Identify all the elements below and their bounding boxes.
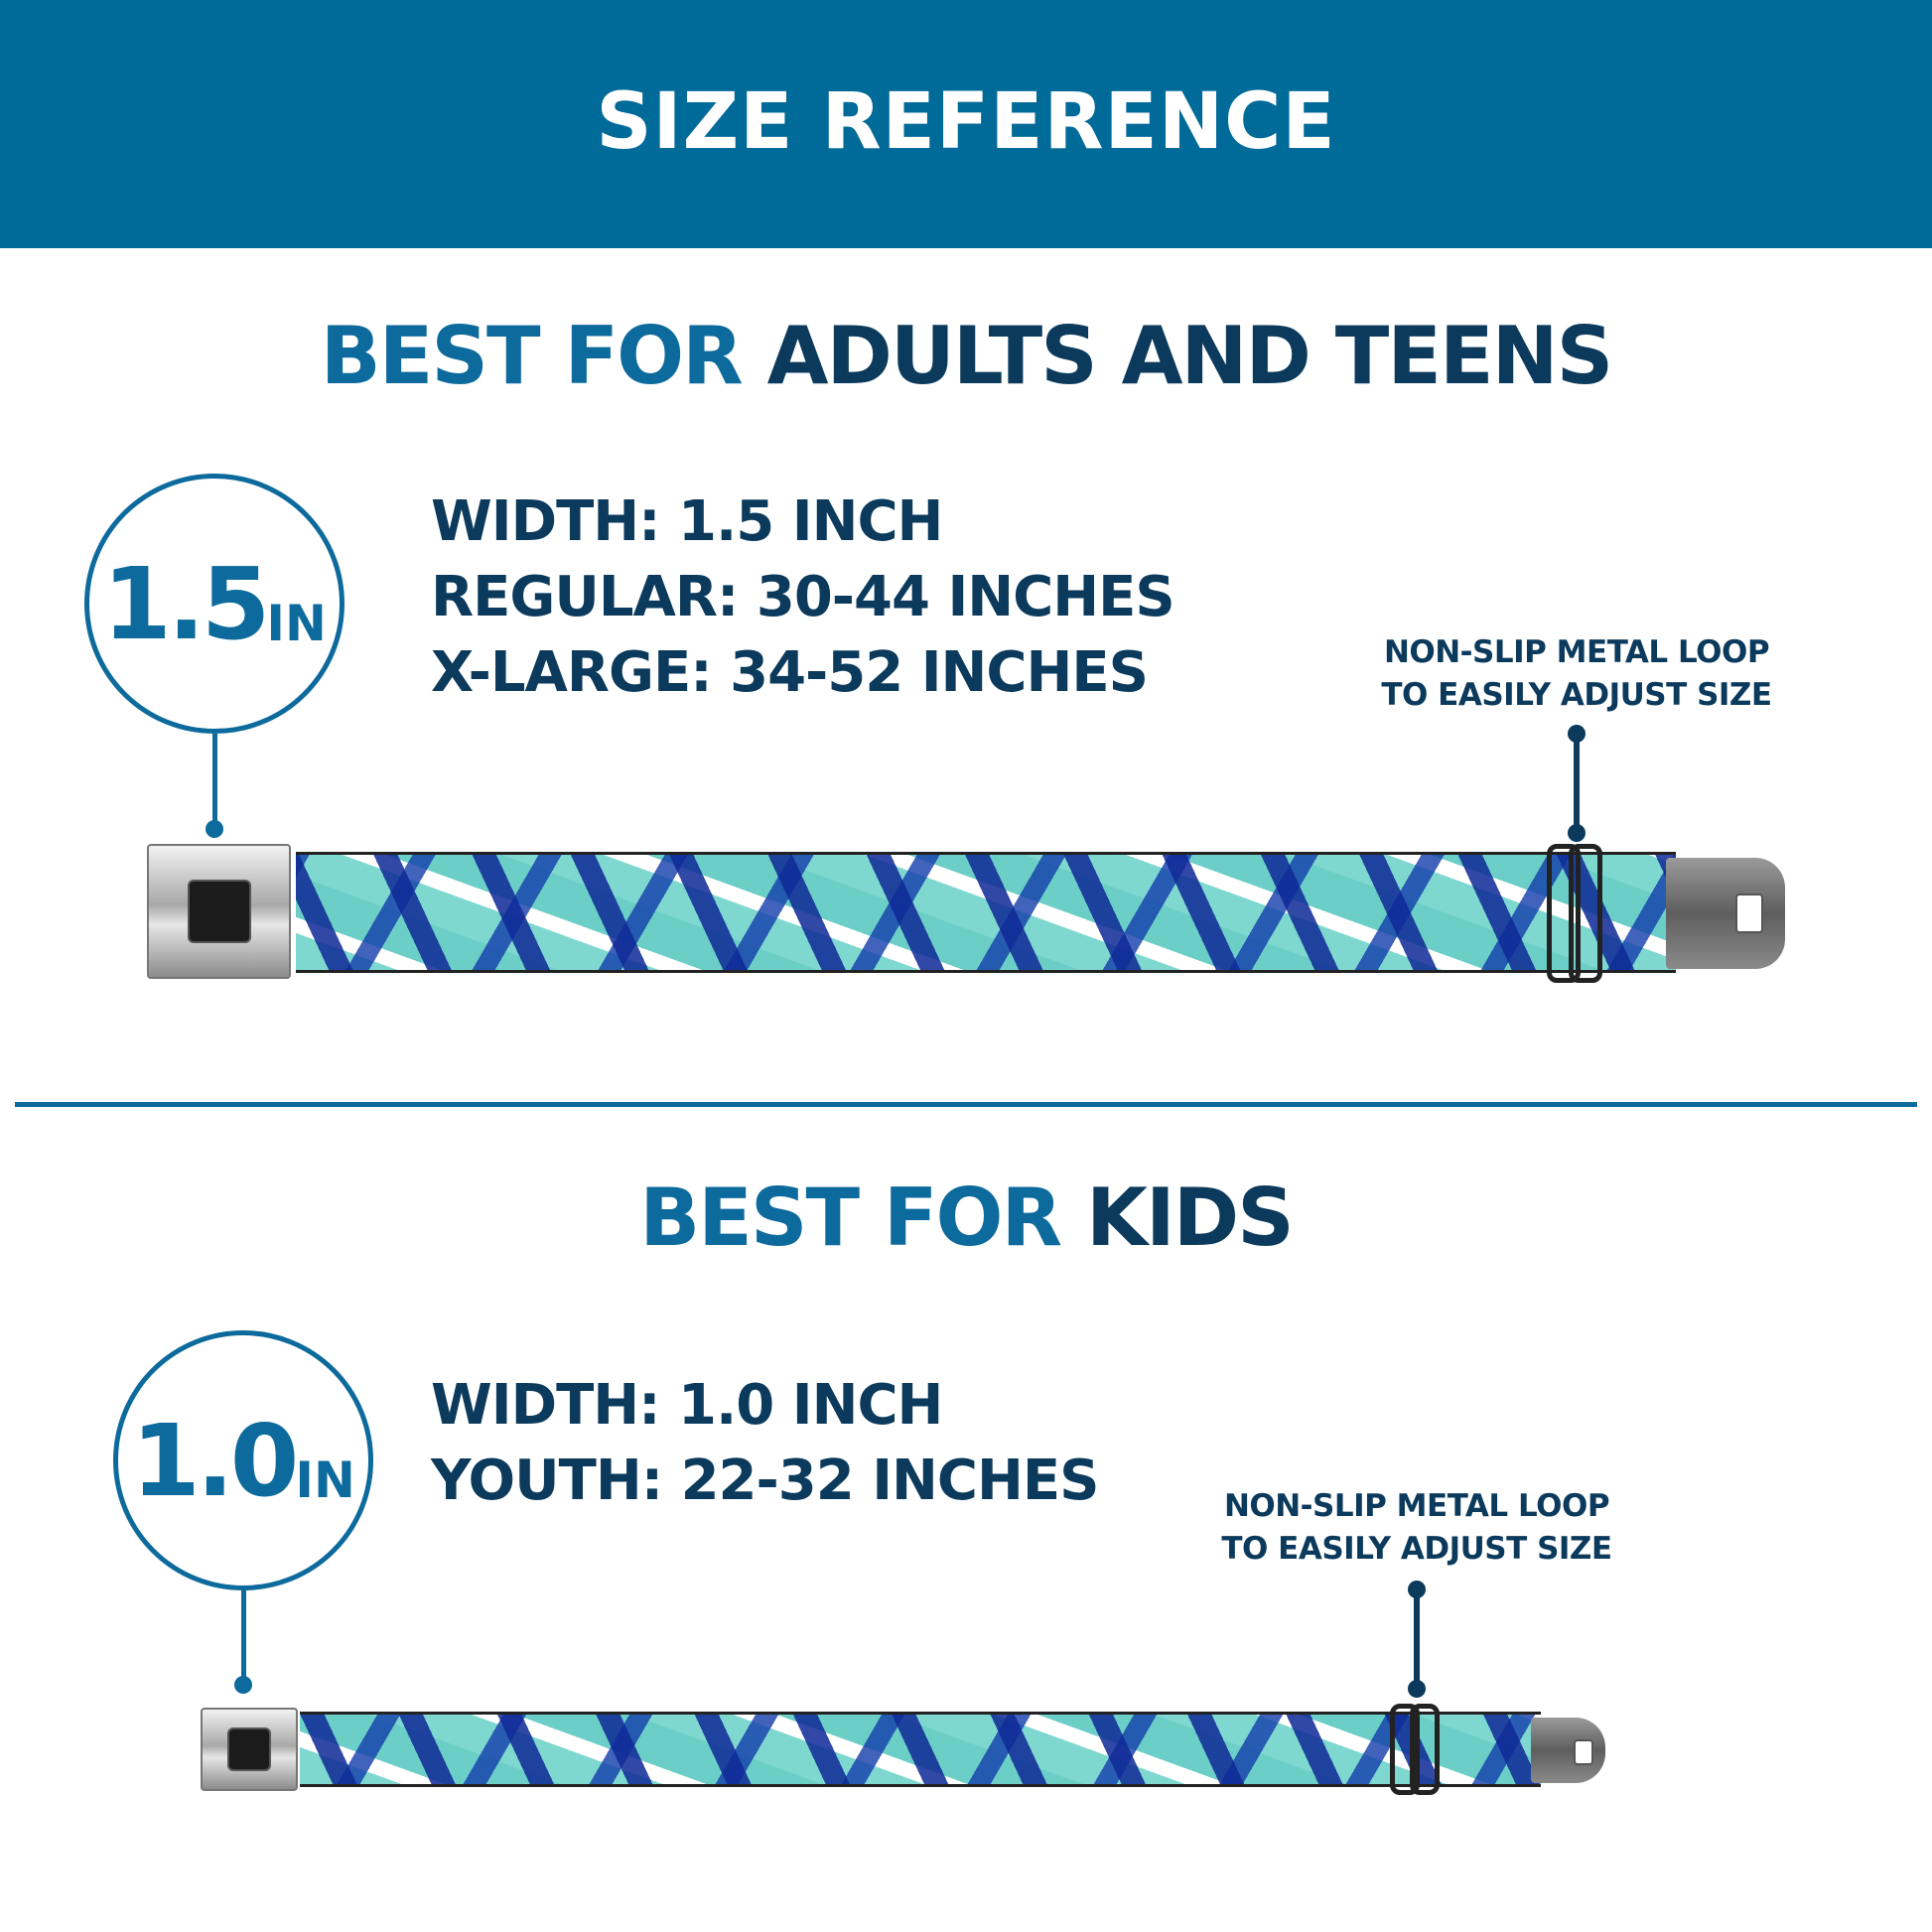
badge-number: 1.5 — [102, 545, 270, 662]
adult-loop-note: NON-SLIP METAL LOOP TO EASILY ADJUST SIZ… — [1328, 631, 1825, 717]
badge-unit: IN — [295, 1451, 355, 1509]
heading-highlight: BEST FOR — [639, 1172, 1062, 1264]
spec-xlarge: X-LARGE: 34-52 INCHES — [431, 640, 1149, 705]
kids-loop-note: NON-SLIP METAL LOOP TO EASILY ADJUST SIZ… — [1169, 1485, 1665, 1571]
belt-strap — [300, 1712, 1541, 1787]
kids-belt-image — [201, 1704, 1610, 1795]
loop-pointer-dot — [1568, 824, 1586, 842]
note-line: NON-SLIP METAL LOOP — [1223, 1488, 1610, 1524]
heading-highlight: BEST FOR — [320, 310, 744, 402]
badge-connector — [241, 1590, 246, 1684]
note-line: NON-SLIP METAL LOOP — [1383, 634, 1770, 670]
badge-connector — [212, 734, 217, 828]
brand-logo — [187, 880, 251, 943]
spec-width: WIDTH: 1.5 INCH — [431, 489, 943, 554]
belt-tab-slot — [1735, 894, 1763, 933]
belt-strap — [296, 852, 1676, 973]
note-line: TO EASILY ADJUST SIZE — [1381, 677, 1772, 713]
spec-regular: REGULAR: 30-44 INCHES — [431, 565, 1175, 629]
spec-width: WIDTH: 1.0 INCH — [431, 1373, 943, 1438]
loop-pointer-line — [1414, 1588, 1420, 1688]
metal-loop — [1390, 1704, 1420, 1795]
seatbelt-buckle — [201, 1708, 298, 1791]
page-title: SIZE REFERENCE — [596, 77, 1336, 167]
loop-pointer-line — [1574, 733, 1580, 832]
belt-tab-slot — [1574, 1739, 1593, 1765]
adult-specs: WIDTH: 1.5 INCH REGULAR: 30-44 INCHES X-… — [431, 484, 1175, 711]
loop-pointer-dot — [1408, 1680, 1426, 1698]
metal-loop — [1547, 844, 1581, 983]
kids-heading: BEST FOR KIDS — [0, 1172, 1932, 1264]
heading-rest: KIDS — [1086, 1172, 1295, 1264]
seatbelt-buckle — [147, 844, 291, 979]
badge-connector-dot — [206, 820, 223, 838]
metal-loop — [1410, 1704, 1440, 1795]
adult-heading: BEST FOR ADULTS AND TEENS — [0, 310, 1932, 402]
metal-loop — [1569, 844, 1602, 983]
adult-belt-image — [147, 844, 1795, 983]
width-badge-kids: 1.0 IN — [113, 1330, 373, 1590]
header-banner — [0, 0, 1932, 248]
badge-unit: IN — [266, 595, 327, 652]
belt-tab — [1666, 858, 1785, 969]
heading-rest: ADULTS AND TEENS — [766, 310, 1614, 402]
kids-specs: WIDTH: 1.0 INCH YOUTH: 22-32 INCHES — [431, 1368, 1099, 1519]
width-badge-adult: 1.5 IN — [84, 474, 345, 734]
badge-connector-dot — [234, 1676, 252, 1694]
note-line: TO EASILY ADJUST SIZE — [1221, 1531, 1612, 1567]
badge-number: 1.0 — [131, 1402, 299, 1519]
section-divider — [15, 1102, 1917, 1107]
spec-youth: YOUTH: 22-32 INCHES — [431, 1449, 1099, 1513]
belt-tab — [1531, 1718, 1605, 1783]
brand-logo — [227, 1727, 271, 1771]
